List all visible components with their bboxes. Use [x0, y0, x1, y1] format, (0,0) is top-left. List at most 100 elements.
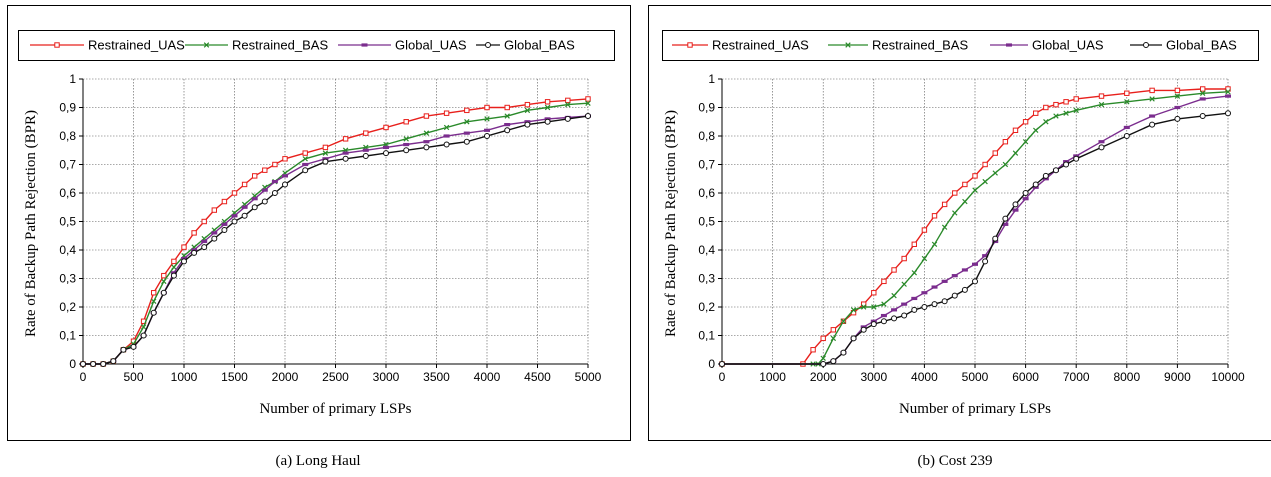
data-point: [1073, 96, 1079, 102]
data-point: [302, 156, 308, 162]
legend-label: Restrained_UAS: [712, 38, 809, 53]
data-point: [992, 170, 998, 176]
x-tick-label: 1000: [171, 370, 198, 384]
data-point: [241, 205, 248, 209]
data-point: [272, 161, 278, 168]
data-point: [1200, 86, 1206, 92]
figure-caption: (b) Cost 239: [918, 453, 993, 469]
data-point: [1002, 161, 1009, 168]
data-point: [1174, 93, 1181, 99]
data-point: [840, 349, 847, 356]
legend-swatch-marker: [845, 42, 851, 48]
data-point: [383, 124, 389, 131]
data-point: [901, 255, 907, 262]
data-point: [100, 361, 107, 367]
data-point: [241, 181, 248, 188]
data-point: [881, 278, 887, 285]
chart-frame: [7, 5, 631, 441]
data-point: [110, 358, 117, 365]
data-point: [1199, 90, 1206, 96]
x-tick-label: 9000: [1164, 370, 1191, 384]
x-tick-label: 1000: [759, 370, 786, 384]
y-tick-label: 0,9: [698, 101, 715, 115]
chart-frame: [648, 5, 1271, 441]
data-point: [524, 121, 531, 128]
data-point: [1063, 110, 1069, 116]
data-point: [952, 190, 958, 196]
data-point: [1098, 101, 1105, 108]
data-point: [251, 204, 258, 211]
data-point: [1073, 155, 1080, 162]
x-tick-label: 0: [719, 370, 726, 384]
data-point: [1098, 140, 1105, 144]
data-point: [403, 119, 409, 125]
chart-cost-239: Restrained_UAS Restrained_BAS Global_UAS Gl…: [648, 5, 1271, 469]
data-point: [130, 343, 137, 350]
legend: Restrained_UAS Restrained_BAS Global_UAS Gl…: [662, 30, 1259, 61]
data-point: [931, 301, 938, 308]
legend-label: Restrained_BAS: [872, 38, 968, 53]
data-point: [383, 150, 389, 157]
legend-swatch-marker: [1143, 42, 1149, 48]
data-point: [951, 292, 958, 299]
data-point: [941, 201, 948, 208]
x-tick-label: 2000: [272, 370, 299, 384]
data-point: [952, 210, 958, 216]
data-point: [585, 96, 591, 102]
data-point: [1098, 144, 1105, 151]
data-point: [261, 188, 268, 192]
data-point: [1012, 127, 1019, 134]
data-point: [1053, 113, 1059, 119]
data-point: [362, 148, 369, 152]
data-point: [252, 173, 258, 179]
data-point: [1022, 119, 1029, 125]
data-point: [342, 136, 349, 142]
data-point: [840, 318, 847, 324]
legend-swatch-marker: [485, 42, 491, 48]
y-axis-title: Rate of Backup Path Rejection (BPR): [23, 110, 39, 337]
data-point: [830, 358, 837, 365]
data-point: [860, 304, 867, 310]
data-point: [921, 291, 928, 295]
y-tick-label: 0,3: [59, 272, 76, 286]
series-global-bas: [80, 113, 591, 367]
x-tick-label: 2000: [810, 370, 837, 384]
data-point: [1149, 87, 1155, 94]
data-point: [484, 133, 490, 139]
legend-swatch-marker: [361, 43, 368, 47]
data-point: [1002, 139, 1009, 145]
data-point: [1174, 87, 1181, 94]
legend-label: Global_BAS: [504, 38, 575, 53]
data-point: [850, 335, 857, 342]
x-tick-label: 0: [80, 370, 87, 384]
data-point: [931, 285, 938, 289]
data-point: [443, 141, 450, 148]
data-point: [982, 254, 989, 258]
data-point: [565, 97, 571, 104]
data-point: [1063, 161, 1070, 168]
legend-swatch-marker: [203, 42, 210, 48]
data-point: [443, 124, 450, 131]
data-point: [1199, 113, 1206, 120]
legend-swatch-marker: [687, 42, 693, 48]
data-point: [1002, 215, 1009, 222]
data-point: [362, 152, 369, 159]
data-point: [992, 150, 998, 156]
data-point: [961, 286, 968, 293]
y-tick-label: 0: [69, 357, 76, 371]
data-point: [544, 99, 551, 105]
data-point: [261, 198, 268, 205]
data-point: [1225, 110, 1231, 117]
data-point: [921, 227, 928, 233]
data-point: [880, 318, 887, 325]
y-tick-label: 0,8: [698, 129, 715, 143]
data-point: [484, 104, 490, 111]
data-point: [150, 309, 157, 316]
data-point: [982, 178, 988, 185]
y-tick-label: 0,4: [59, 243, 76, 257]
data-point: [150, 298, 157, 305]
data-point: [1174, 105, 1181, 110]
data-point: [871, 290, 877, 296]
data-point: [160, 289, 167, 296]
